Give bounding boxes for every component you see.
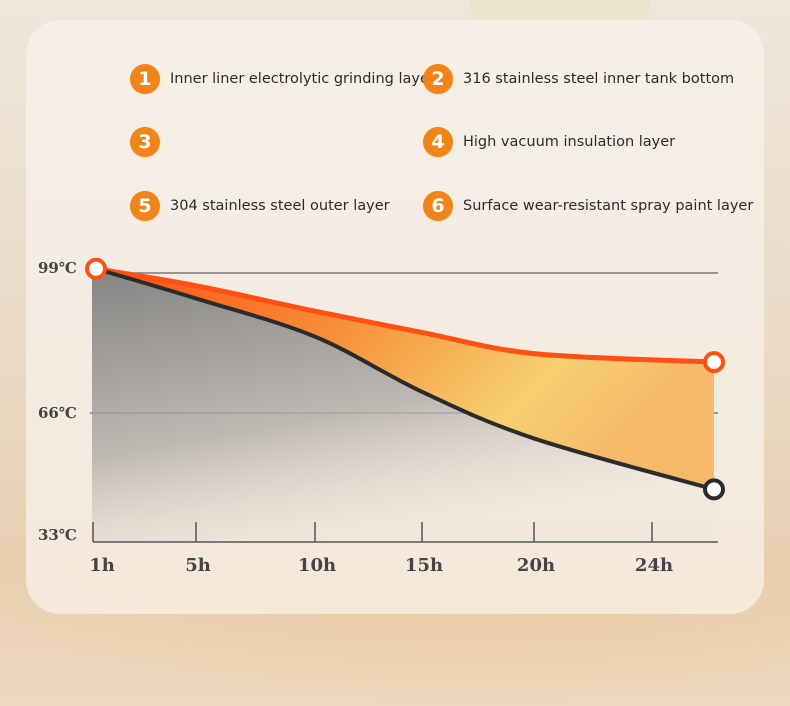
upper-end-marker <box>703 351 725 374</box>
layer-legend: 1 Inner liner electrolytic grinding laye… <box>0 0 790 240</box>
legend-label-5: 304 stainless steel outer layer <box>170 198 390 214</box>
legend-item-4: 4 High vacuum insulation layer <box>423 127 675 157</box>
legend-badge-6: 6 <box>423 191 453 221</box>
x-tick-label-24h: 24h <box>635 555 673 576</box>
lower-series-line <box>94 266 716 492</box>
x-tick-label-10h: 10h <box>298 555 336 576</box>
legend-badge-2: 2 <box>423 64 453 94</box>
legend-item-1: 1 Inner liner electrolytic grinding laye… <box>130 64 435 94</box>
legend-label-2: 316 stainless steel inner tank bottom <box>463 71 735 87</box>
y-tick-label-1: 99℃ <box>38 259 77 277</box>
legend-label-1: Inner liner electrolytic grinding layer <box>170 71 435 87</box>
legend-label-4: High vacuum insulation layer <box>463 134 676 150</box>
y-tick-label-3: 33℃ <box>38 526 77 544</box>
legend-item-6: 6 Surface wear-resistant spray paint lay… <box>423 191 753 221</box>
legend-badge-3: 3 <box>130 127 160 157</box>
start-point-marker <box>85 257 107 280</box>
x-tick-label-15h: 15h <box>405 555 443 576</box>
legend-badge-1: 1 <box>130 64 160 94</box>
legend-badge-5: 5 <box>130 191 160 221</box>
legend-item-5: 5 304 stainless steel outer layer <box>130 191 390 221</box>
lower-end-marker <box>703 478 725 501</box>
x-tick-label-20h: 20h <box>517 555 555 576</box>
heat-band-area <box>96 268 714 490</box>
legend-item-3: 3 <box>130 127 170 157</box>
x-tick-label-1h: 1h <box>89 555 115 576</box>
legend-item-2: 2 316 stainless steel inner tank bottom <box>423 64 734 94</box>
x-tick-label-5h: 5h <box>185 555 211 576</box>
upper-series-line <box>93 266 717 365</box>
legend-label-6: Surface wear-resistant spray paint layer <box>463 198 754 214</box>
y-tick-label-2: 66℃ <box>38 404 77 422</box>
legend-badge-4: 4 <box>423 127 453 157</box>
grey-area <box>92 268 714 542</box>
